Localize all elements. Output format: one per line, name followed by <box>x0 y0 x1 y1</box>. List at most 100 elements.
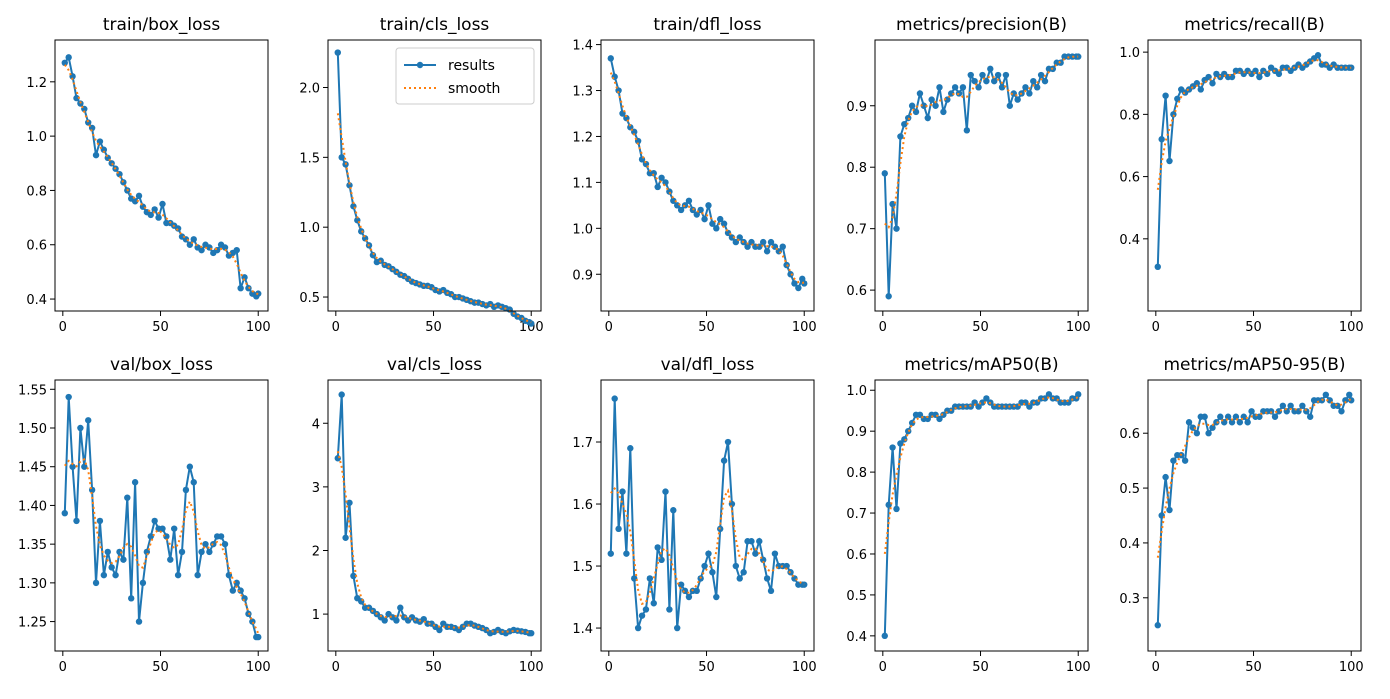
results-point <box>100 146 108 153</box>
results-point <box>924 415 931 423</box>
y-tick-label: 1.35 <box>18 538 47 553</box>
results-line <box>1156 392 1353 626</box>
results-point <box>1006 102 1014 109</box>
results-point <box>1209 80 1216 87</box>
x-tick-label: 0 <box>605 660 613 675</box>
results-point <box>1030 77 1037 85</box>
axes-frame <box>327 379 542 652</box>
results-point <box>693 211 700 218</box>
x-tick-label: 100 <box>1339 320 1364 335</box>
x-tick-label: 50 <box>152 320 169 335</box>
results-point <box>991 77 998 85</box>
smooth-line <box>609 72 805 284</box>
results-point <box>971 399 978 406</box>
y-tick-label: 0.9 <box>846 100 867 115</box>
results-point <box>893 225 900 232</box>
results-point <box>720 457 728 464</box>
results-point <box>120 179 127 186</box>
results-point <box>108 564 115 571</box>
results-point <box>1166 157 1173 165</box>
results-point <box>936 84 943 91</box>
results-point <box>615 525 622 533</box>
results-point <box>779 243 786 250</box>
subplot-title: val/cls_loss <box>387 355 482 375</box>
results-point <box>190 236 197 243</box>
axes-frame <box>1147 39 1362 312</box>
results-point <box>662 488 669 495</box>
results-line <box>1156 53 1352 267</box>
results-line <box>609 58 806 290</box>
results-point <box>623 550 630 557</box>
results-point <box>112 571 119 579</box>
results-point <box>206 548 213 556</box>
results-point <box>92 579 100 587</box>
results-point <box>732 562 740 570</box>
y-tick-label: 0.7 <box>846 223 867 238</box>
results-point <box>959 84 967 91</box>
results-point <box>202 540 209 548</box>
results-point <box>881 632 888 640</box>
results-point <box>1314 52 1322 59</box>
results-point <box>615 87 622 94</box>
results-point <box>975 403 982 410</box>
results-point <box>1236 419 1244 426</box>
results-line <box>883 55 1079 297</box>
y-tick-label: 0.8 <box>846 161 867 176</box>
results-point <box>767 238 775 246</box>
smooth-line <box>64 457 260 634</box>
subplot: train/dfl_loss 0 50 100 0.9 1.0 1.1 1.2 1.3 1.4 <box>572 15 816 335</box>
results-point <box>1256 413 1263 420</box>
results-point <box>186 463 194 470</box>
smooth-line <box>884 55 1079 229</box>
results-point <box>1154 622 1161 629</box>
results-point <box>237 284 244 292</box>
results-point <box>334 455 341 462</box>
results-point <box>1334 402 1341 409</box>
results-point <box>124 494 131 501</box>
results-point <box>916 90 924 97</box>
results-point <box>1275 70 1283 78</box>
results-point <box>397 604 404 611</box>
results-point <box>607 550 614 557</box>
results-point <box>607 55 614 62</box>
results-point <box>233 246 240 254</box>
results-point <box>713 593 720 601</box>
results-point <box>885 501 892 509</box>
results-point <box>346 182 353 189</box>
y-tick-label: 0.6 <box>26 239 47 254</box>
results-point <box>795 284 802 292</box>
results-point <box>178 548 186 556</box>
results-point <box>1348 64 1355 71</box>
results-point <box>174 225 182 232</box>
results-point <box>100 571 108 579</box>
results-point <box>338 154 345 161</box>
results-point <box>881 170 888 177</box>
results-point <box>174 571 182 579</box>
results-point <box>740 569 747 576</box>
results-point <box>131 479 139 486</box>
x-tick-label: 0 <box>1152 660 1160 675</box>
results-point <box>61 59 68 67</box>
results-point <box>369 251 377 259</box>
results-point <box>971 77 978 85</box>
results-point <box>801 280 808 287</box>
results-point <box>713 225 720 232</box>
legend: results smooth <box>395 47 535 105</box>
results-point <box>611 395 618 402</box>
results-point <box>1205 430 1212 437</box>
results-point <box>221 244 229 251</box>
results-point <box>709 220 716 227</box>
results-point <box>1193 430 1201 437</box>
results-point <box>1022 84 1029 91</box>
results-point <box>1170 457 1177 464</box>
y-tick-label: 1.4 <box>572 622 593 637</box>
y-tick-label: 0.4 <box>1119 233 1140 248</box>
y-tick-label: 1.50 <box>18 422 47 437</box>
results-point <box>85 417 92 424</box>
results-point <box>709 569 716 576</box>
x-tick-label: 100 <box>792 660 817 675</box>
results-line <box>336 394 532 635</box>
results-point <box>627 445 634 452</box>
y-tick-label: 1.0 <box>846 384 867 399</box>
axes-frame <box>874 39 1089 312</box>
